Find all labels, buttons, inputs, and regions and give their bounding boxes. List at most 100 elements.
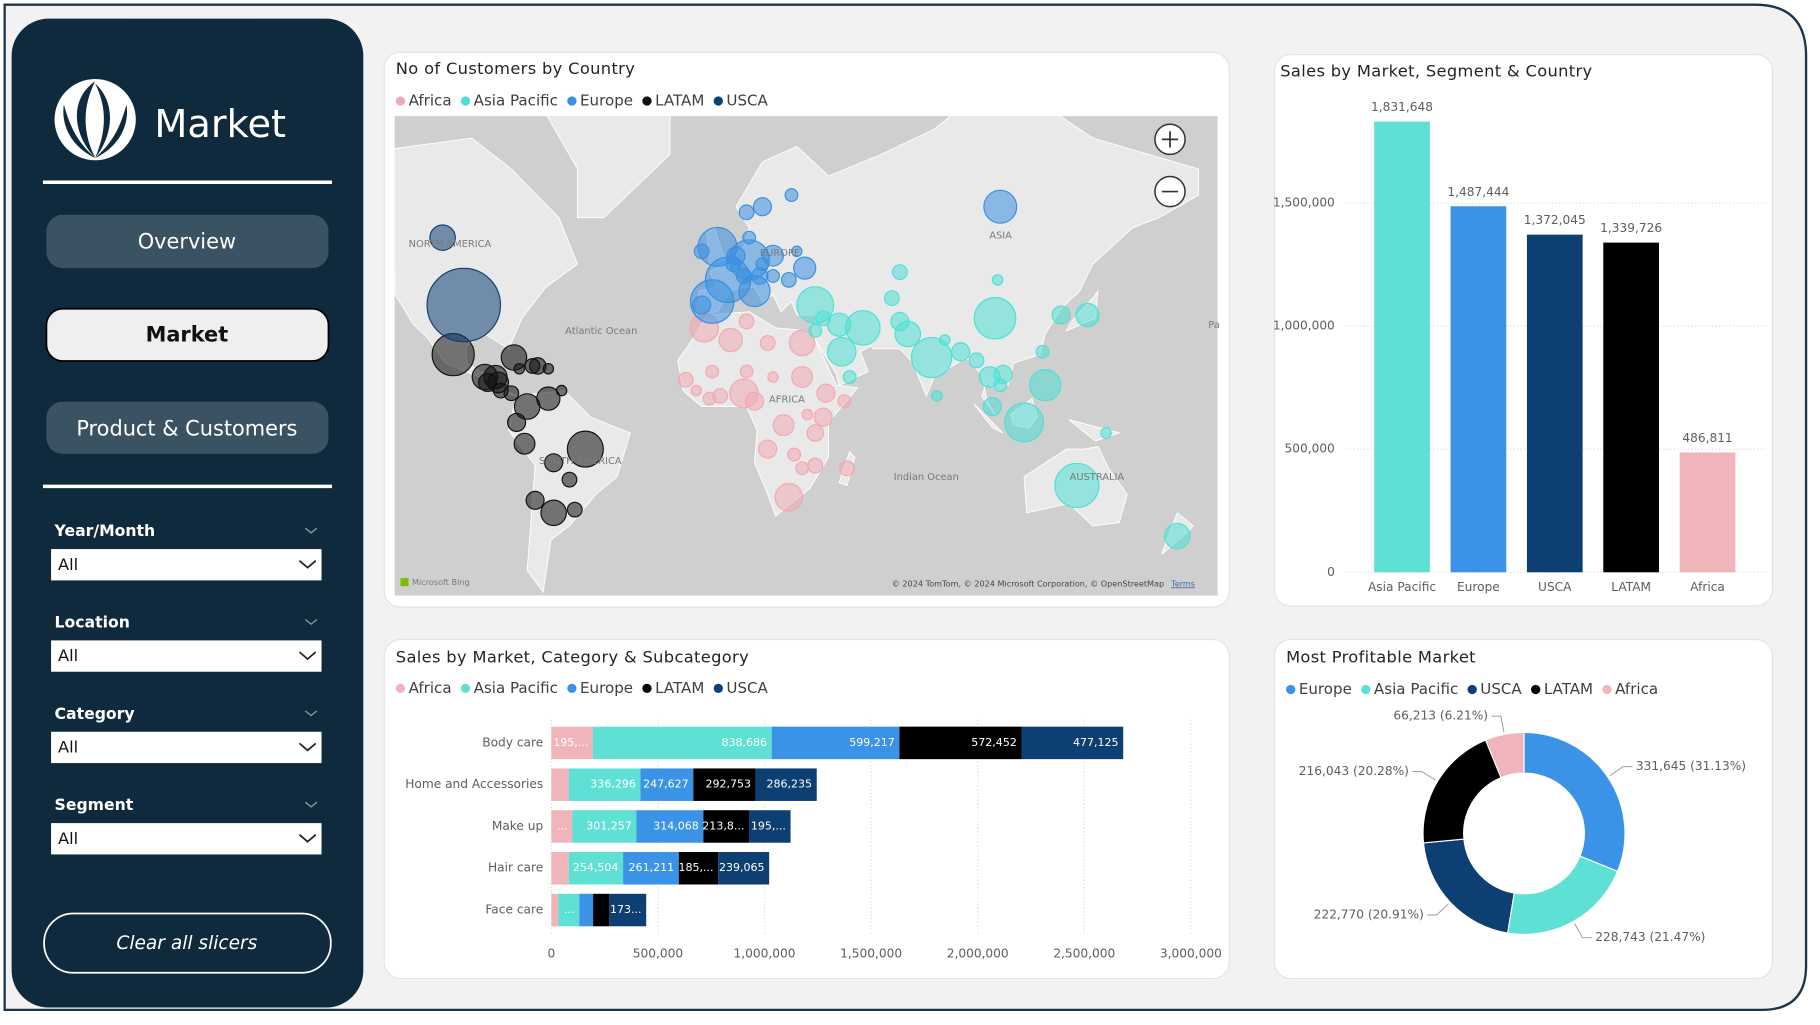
bubble: [931, 390, 943, 402]
category-label: Make up: [492, 819, 544, 833]
bubble: [795, 461, 810, 476]
data-label: 314,068: [653, 819, 699, 832]
bubble: [1004, 402, 1045, 443]
filter-dropdown[interactable]: [51, 731, 322, 764]
x-tick-label: 3,000,000: [1160, 947, 1222, 961]
terms-link[interactable]: Terms: [1170, 578, 1195, 588]
legend-label: LATAM: [655, 679, 704, 697]
bubble: [540, 499, 567, 527]
nav-button[interactable]: [46, 401, 329, 454]
bubble: [993, 378, 1008, 393]
data-label: 301,257: [586, 819, 632, 832]
place-label: EUROPE: [760, 248, 800, 259]
x-tick-label: Europe: [1457, 580, 1500, 594]
nav-button[interactable]: [46, 214, 329, 269]
data-label: 213,8...: [702, 819, 744, 832]
data-label: 185,...: [679, 861, 714, 874]
bubble: [1164, 522, 1191, 550]
leader-line: [1574, 923, 1592, 939]
bubble: [791, 366, 814, 388]
bubble: [738, 204, 755, 221]
bubble: [826, 312, 852, 337]
clear-button[interactable]: [43, 912, 332, 974]
x-tick-label: Asia Pacific: [1368, 580, 1436, 594]
bubble: [891, 264, 908, 281]
legend-label: Europe: [1299, 680, 1352, 698]
data-label: 195,...: [751, 819, 786, 832]
panel: [1273, 639, 1773, 980]
bar-segment: [593, 893, 610, 927]
map-labels: NORTH AMERICA Atlantic Ocean EUROPE ASIA…: [400, 231, 1220, 588]
data-label: 336,296: [590, 778, 636, 791]
filter-label: Location: [55, 613, 130, 632]
bar: [1450, 206, 1507, 573]
filter-dropdown[interactable]: [51, 640, 322, 672]
bubble: [758, 439, 778, 459]
bubble: [542, 362, 555, 375]
x-tick-label: USCA: [1538, 580, 1572, 594]
data-label: 222,770 (20.91%): [1314, 907, 1424, 921]
sidebar-background: [11, 18, 364, 1008]
legend-label: USCA: [1480, 680, 1522, 698]
filter-value[interactable]: All: [58, 646, 78, 665]
legend-label: Asia Pacific: [474, 92, 558, 110]
place-label: AFRICA: [769, 394, 805, 405]
bubble: [702, 391, 717, 406]
filter-value[interactable]: All: [58, 829, 78, 848]
bar-segment: [609, 893, 647, 927]
place-label: Pa: [1208, 320, 1220, 331]
legend-marker: [395, 96, 406, 106]
bubble: [890, 311, 910, 332]
data-label: 486,811: [1682, 431, 1732, 445]
data-label: 228,743 (21.47%): [1595, 930, 1705, 944]
data-label: 247,627: [643, 778, 689, 791]
place-label: AUSTRALIA: [1070, 472, 1125, 483]
filter-dropdown[interactable]: [51, 823, 322, 855]
y-tick-label: 1,500,000: [1273, 196, 1335, 210]
data-label: 838,686: [721, 736, 767, 749]
bubble: [718, 327, 743, 353]
legend-label: USCA: [726, 92, 768, 110]
bar: [1526, 234, 1583, 573]
bar-segment: [551, 810, 573, 843]
legend-marker: [567, 96, 577, 106]
landmass: [546, 116, 671, 219]
filter-value[interactable]: All: [58, 555, 78, 574]
place-label: Atlantic Ocean: [565, 326, 637, 337]
legend-marker: [460, 683, 471, 693]
nav-label[interactable]: Overview: [138, 230, 236, 254]
data-label: ...: [564, 903, 575, 916]
bubble: [784, 188, 799, 203]
bubble: [767, 371, 779, 383]
bubble: [772, 414, 795, 437]
sidebar-title: Market: [154, 102, 286, 147]
nav-button-active[interactable]: [45, 307, 330, 362]
legend-label: Africa: [409, 92, 452, 110]
clear-label[interactable]: Clear all slicers: [116, 933, 257, 954]
data-label: 195,...: [553, 736, 588, 749]
filter-dropdown[interactable]: [51, 549, 322, 581]
bubble: [884, 290, 900, 307]
legend-label: LATAM: [655, 92, 704, 110]
bar-segment: [693, 768, 756, 801]
bar-segment: [558, 893, 580, 927]
bar-segment: [748, 810, 791, 843]
data-label: 292,753: [706, 778, 752, 791]
filter-chevron: [304, 527, 318, 534]
bubble: [780, 271, 797, 288]
bubble: [561, 471, 578, 488]
legend-marker: [642, 683, 652, 693]
filter-value[interactable]: All: [58, 738, 78, 757]
data-label: 239,065: [719, 861, 765, 874]
bubble: [677, 371, 694, 388]
bubble: [693, 243, 710, 260]
nav-label[interactable]: Product & Customers: [76, 417, 297, 441]
legend-label: Asia Pacific: [474, 679, 558, 697]
x-tick-label: 2,500,000: [1053, 947, 1115, 961]
filter-label: Segment: [55, 795, 134, 814]
nav-label[interactable]: Market: [146, 322, 229, 346]
legend-label: LATAM: [1544, 680, 1593, 698]
legend-label: Africa: [1615, 680, 1658, 698]
bar: [1374, 121, 1430, 573]
